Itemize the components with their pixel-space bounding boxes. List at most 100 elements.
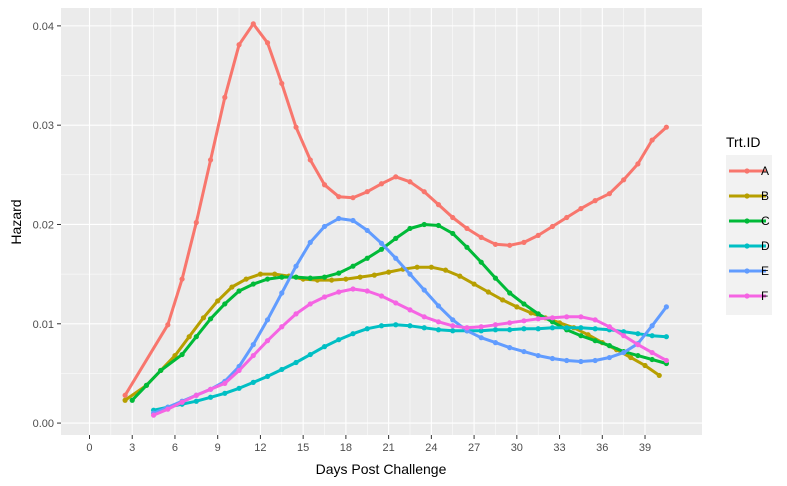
legend-point-a [744, 168, 750, 174]
series-c-point [364, 255, 370, 261]
series-b-point [656, 372, 662, 379]
series-d-point [250, 379, 256, 385]
series-a-point [421, 189, 427, 195]
series-a-point [364, 189, 370, 195]
series-c-point [478, 259, 484, 265]
series-d-point [364, 326, 370, 332]
series-e-point [450, 317, 456, 323]
series-c-point [279, 274, 285, 280]
series-f-point [293, 311, 299, 317]
series-a-point [450, 214, 456, 221]
series-c-point [393, 235, 399, 241]
series-f-point [207, 386, 214, 392]
series-a-point [336, 194, 342, 200]
series-f-point [421, 314, 427, 320]
series-e-point [293, 263, 299, 269]
series-e-point [364, 227, 370, 234]
series-e-point [378, 240, 385, 246]
legend-label-c: C [761, 214, 770, 228]
series-d-point [621, 329, 627, 335]
series-d-point [264, 373, 271, 380]
series-c-point [336, 270, 342, 276]
series-a-point [549, 223, 556, 230]
series-c-point [293, 274, 299, 280]
series-f-point [279, 324, 285, 330]
series-f-point [378, 293, 385, 299]
series-e-point [535, 352, 541, 359]
series-e-point [521, 348, 527, 355]
series-b-point [215, 298, 221, 304]
series-a-point [435, 202, 442, 208]
series-c-point [435, 222, 442, 229]
series-f-point [592, 317, 598, 323]
y-tick-label: 0.00 [33, 418, 54, 430]
x-tick-label: 3 [129, 442, 135, 454]
series-d-point [435, 327, 442, 333]
legend-label-a: A [761, 164, 769, 178]
series-b-point [200, 315, 207, 321]
series-e [150, 215, 669, 416]
legend-point-f [744, 293, 750, 299]
series-e-point [307, 239, 313, 245]
series-e-point [549, 355, 556, 362]
series-f-point [492, 322, 499, 328]
series-f-point [321, 294, 328, 300]
legend-item-b: B [728, 185, 769, 207]
y-axis-title: Hazard [8, 199, 24, 244]
series-c-point [606, 343, 613, 349]
series-f-point [564, 314, 570, 320]
series-c-point [207, 316, 214, 322]
legend-item-d: D [728, 235, 770, 257]
series-c-point [321, 274, 328, 280]
legend-label-f: F [761, 289, 768, 303]
x-tick-label: 24 [425, 442, 437, 454]
series-f-point [606, 324, 613, 330]
series-c-point [222, 301, 228, 307]
legend-point-b [744, 193, 750, 199]
y-tick-label: 0.02 [33, 219, 54, 231]
series-f-point [264, 338, 271, 344]
series-f-point [179, 399, 185, 405]
series-layer [122, 21, 669, 418]
series-f-point [393, 300, 399, 306]
series-e-point [421, 287, 427, 293]
series-c-point [307, 275, 313, 281]
series-e-point [336, 215, 342, 222]
series-f-point [364, 288, 370, 294]
series-a-point [122, 392, 128, 398]
series-f-point [450, 323, 456, 329]
series-f-point [649, 349, 655, 356]
series-f-point [222, 380, 228, 386]
series-a-point [307, 157, 313, 163]
series-d-point [193, 398, 199, 404]
series-d-point [535, 326, 541, 332]
series-c-point [378, 246, 385, 252]
series-a-point [236, 42, 242, 48]
y-tick-label: 0.03 [33, 120, 54, 132]
legend-point-d [744, 243, 750, 249]
x-axis-title: Days Post Challenge [316, 461, 447, 477]
series-c-point [129, 397, 135, 403]
series-c-point [507, 290, 513, 296]
series-d-point [293, 359, 299, 366]
y-tick-label: 0.04 [33, 21, 54, 33]
series-e-point [606, 354, 613, 361]
series-b-point [329, 277, 335, 283]
series-a-point [165, 322, 171, 328]
series-a-point [492, 241, 499, 247]
series-e-point [350, 217, 356, 224]
series-d-point [207, 394, 214, 400]
series-f-point [478, 324, 484, 330]
series-f-point [521, 318, 527, 324]
series-b-point [371, 272, 377, 278]
series-f-point [165, 406, 171, 412]
legend-title: Trt.ID [726, 134, 760, 150]
series-d-point [407, 323, 413, 329]
series-c-point [450, 230, 456, 237]
series-a-point [193, 219, 199, 226]
series-b-point [272, 271, 278, 277]
series-c-point [264, 276, 271, 282]
series-c-point [143, 382, 150, 388]
x-tick-label: 18 [340, 442, 352, 454]
series-c-point [492, 275, 499, 281]
